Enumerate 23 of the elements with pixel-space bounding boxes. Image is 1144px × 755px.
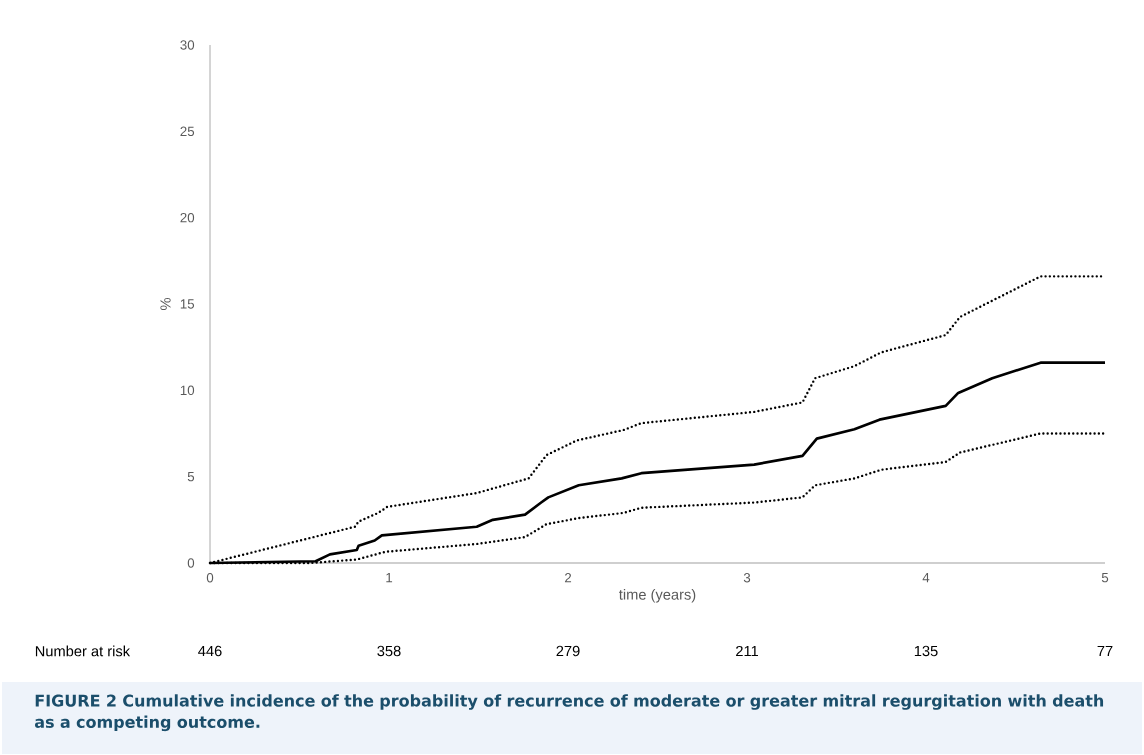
- text: Number at risk: [35, 645, 131, 657]
- y-tick-label: 25: [180, 126, 195, 137]
- y-tick-label: 20: [180, 212, 195, 223]
- x-tick-label: 0: [206, 573, 214, 583]
- x-axis-title: time (years): [619, 588, 696, 603]
- x-tick-label: 2: [564, 573, 572, 583]
- x-tick-label: 3: [743, 573, 751, 583]
- y-tick-label: 15: [180, 299, 195, 309]
- y-tick-label: 0: [187, 558, 195, 568]
- text: 358: [377, 645, 401, 657]
- text: 77: [1097, 645, 1113, 657]
- y-tick-label: 30: [180, 40, 195, 50]
- y-tick-label: 10: [180, 385, 195, 396]
- text: 279: [556, 645, 580, 657]
- caption: FIGURE 2 Cumulative incidence of the probability of recurrence of moderate or greater mitral regurgitation with death as a competing outcome.: [34, 694, 1104, 732]
- x-tick-label: 1: [386, 573, 393, 583]
- text: 211: [736, 645, 758, 657]
- y-axis-title: %: [160, 298, 171, 310]
- text: 135: [914, 645, 938, 657]
- x-tick-label: 4: [922, 573, 930, 583]
- y-tick-label: 5: [187, 471, 195, 482]
- text: 446: [198, 645, 222, 657]
- x-tick-label: 5: [1101, 573, 1109, 583]
